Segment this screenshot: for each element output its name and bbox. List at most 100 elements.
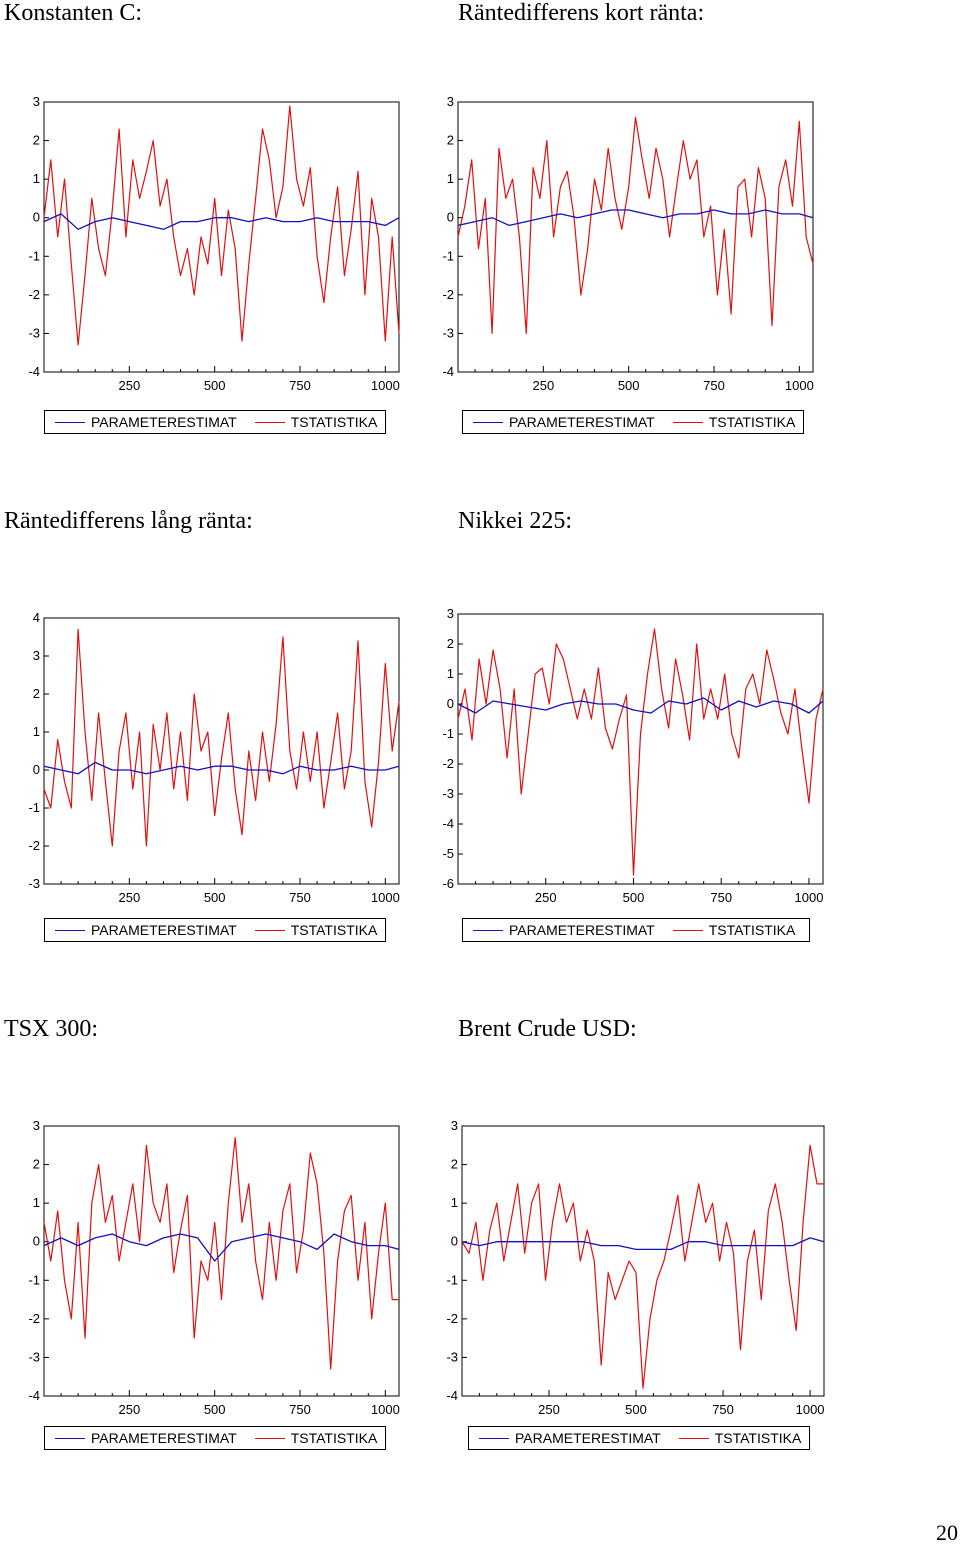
y-tick-label: -1 bbox=[442, 248, 454, 263]
line-chart: 3 2 1 0 -1 -2 -3 -4 250 500 750 1000 bbox=[28, 1118, 400, 1417]
legend-item-tstatistika: TSTATISTIKA bbox=[672, 414, 795, 430]
legend-label: PARAMETERESTIMAT bbox=[509, 922, 655, 938]
y-tick-label: -1 bbox=[28, 248, 40, 263]
y-tick-label: 3 bbox=[33, 648, 40, 663]
x-tick-label: 1000 bbox=[785, 378, 814, 393]
x-tick-label: 1000 bbox=[371, 378, 400, 393]
y-tick-label: 3 bbox=[447, 606, 454, 621]
y-tick-label: 0 bbox=[447, 696, 454, 711]
legend: PARAMETERESTIMAT TSTATISTIKA bbox=[44, 1426, 386, 1450]
x-tick-label: 250 bbox=[538, 1402, 560, 1417]
x-tick-label: 1000 bbox=[796, 1402, 825, 1417]
legend-item-parameterestimat: PARAMETERESTIMAT bbox=[55, 1430, 237, 1446]
series-line-parameterestimat bbox=[43, 1233, 400, 1262]
series-line-tstatistika bbox=[43, 1137, 399, 1370]
y-tick-label: 0 bbox=[33, 762, 40, 777]
y-tick-label: -1 bbox=[442, 726, 454, 741]
y-tick-label: 2 bbox=[33, 133, 40, 148]
y-tick-label: -3 bbox=[28, 325, 40, 340]
series-line-parameterestimat bbox=[457, 697, 824, 714]
series-line-tstatistika bbox=[43, 105, 400, 346]
legend: PARAMETERESTIMAT TSTATISTIKA bbox=[462, 410, 804, 434]
y-tick-label: 2 bbox=[33, 686, 40, 701]
series-line-tstatistika bbox=[457, 116, 814, 334]
legend-swatch bbox=[678, 1437, 709, 1439]
chart-title: TSX 300: bbox=[4, 1016, 99, 1042]
y-tick-label: 3 bbox=[33, 94, 40, 109]
y-tick-label: 2 bbox=[447, 133, 454, 148]
legend: PARAMETERESTIMAT TSTATISTIKA bbox=[468, 1426, 810, 1450]
chart-title: Brent Crude USD: bbox=[458, 1016, 637, 1042]
legend-label: TSTATISTIKA bbox=[290, 414, 378, 430]
x-tick-label: 750 bbox=[712, 1402, 734, 1417]
legend-item-tstatistika: TSTATISTIKA bbox=[254, 1430, 378, 1446]
y-tick-label: -4 bbox=[446, 1388, 458, 1403]
y-tick-label: -1 bbox=[28, 1272, 40, 1287]
legend-label: TSTATISTIKA bbox=[290, 922, 378, 938]
legend-label: PARAMETERESTIMAT bbox=[91, 414, 237, 430]
legend-label: PARAMETERESTIMAT bbox=[91, 1430, 237, 1446]
y-tick-label: 2 bbox=[33, 1157, 40, 1172]
series-line-parameterestimat bbox=[457, 209, 814, 227]
legend-label: TSTATISTIKA bbox=[290, 1430, 378, 1446]
y-tick-label: -3 bbox=[446, 1349, 458, 1364]
x-tick-label: 250 bbox=[118, 890, 140, 905]
series-line-parameterestimat bbox=[461, 1237, 825, 1251]
chart-title: Nikkei 225: bbox=[458, 508, 572, 534]
series-line-tstatistika bbox=[43, 628, 400, 847]
y-tick-label: -1 bbox=[446, 1272, 458, 1287]
y-tick-label: -2 bbox=[28, 287, 40, 302]
legend-swatch bbox=[55, 421, 85, 423]
y-tick-label: 0 bbox=[447, 210, 454, 225]
legend-swatch bbox=[672, 421, 703, 423]
y-tick-label: -6 bbox=[442, 876, 454, 891]
legend-swatch bbox=[473, 421, 503, 423]
plot-frame bbox=[43, 617, 400, 885]
y-tick-label: -5 bbox=[442, 846, 454, 861]
x-tick-label: 250 bbox=[532, 378, 554, 393]
legend-item-parameterestimat: PARAMETERESTIMAT bbox=[473, 414, 655, 430]
y-tick-label: 1 bbox=[33, 171, 40, 186]
chart-panel-3: Räntedifferens lång ränta: 4 3 2 1 0 -1 -2 -3 250… bbox=[4, 508, 444, 968]
legend-item-parameterestimat: PARAMETERESTIMAT bbox=[479, 1430, 661, 1446]
legend: PARAMETERESTIMAT TSTATISTIKA bbox=[44, 410, 386, 434]
plot-frame bbox=[457, 101, 814, 373]
y-tick-label: -2 bbox=[442, 287, 454, 302]
series-line-tstatistika bbox=[461, 1144, 824, 1389]
plot-frame bbox=[457, 613, 824, 885]
legend: PARAMETERESTIMAT TSTATISTIKA bbox=[44, 918, 386, 942]
y-tick-label: -2 bbox=[28, 1311, 40, 1326]
x-tick-label: 500 bbox=[204, 378, 226, 393]
y-tick-label: 3 bbox=[33, 1118, 40, 1133]
y-tick-label: 2 bbox=[451, 1157, 458, 1172]
legend-item-parameterestimat: PARAMETERESTIMAT bbox=[473, 922, 655, 938]
line-chart: 3 2 1 0 -1 -2 -3 -4 250 500 750 1000 bbox=[442, 94, 814, 393]
y-tick-label: -2 bbox=[442, 756, 454, 771]
y-tick-label: 2 bbox=[447, 636, 454, 651]
y-tick-label: -2 bbox=[446, 1311, 458, 1326]
y-tick-label: -4 bbox=[442, 816, 454, 831]
chart-panel-1: Konstanten C: 3 2 1 0 -1 -2 -3 -4 250 500 750 1000 PA… bbox=[4, 0, 444, 460]
x-tick-label: 250 bbox=[118, 378, 140, 393]
legend-item-parameterestimat: PARAMETERESTIMAT bbox=[55, 922, 237, 938]
y-tick-label: -2 bbox=[28, 838, 40, 853]
x-tick-label: 1000 bbox=[795, 890, 824, 905]
chart-panel-4: Nikkei 225: 3 2 1 0 -1 -2 -3 -4 -5 -6 250 500 750 1000… bbox=[442, 508, 898, 968]
x-tick-label: 500 bbox=[625, 1402, 647, 1417]
x-tick-label: 250 bbox=[118, 1402, 140, 1417]
x-tick-label: 500 bbox=[618, 378, 640, 393]
legend-label: PARAMETERESTIMAT bbox=[509, 414, 655, 430]
y-tick-label: 0 bbox=[33, 1234, 40, 1249]
x-tick-label: 750 bbox=[703, 378, 725, 393]
x-tick-label: 250 bbox=[535, 890, 557, 905]
x-tick-label: 500 bbox=[204, 890, 226, 905]
x-tick-label: 750 bbox=[710, 890, 732, 905]
legend-label: PARAMETERESTIMAT bbox=[515, 1430, 661, 1446]
y-tick-label: 0 bbox=[451, 1234, 458, 1249]
y-tick-label: 1 bbox=[33, 1195, 40, 1210]
x-tick-label: 750 bbox=[289, 1402, 311, 1417]
x-tick-label: 1000 bbox=[371, 1402, 400, 1417]
chart-panel-6: Brent Crude USD: 3 2 1 0 -1 -2 -3 -4 250 500 750 100… bbox=[446, 1016, 898, 1476]
legend-item-tstatistika: TSTATISTIKA bbox=[254, 922, 378, 938]
chart-title: Konstanten C: bbox=[4, 0, 142, 26]
